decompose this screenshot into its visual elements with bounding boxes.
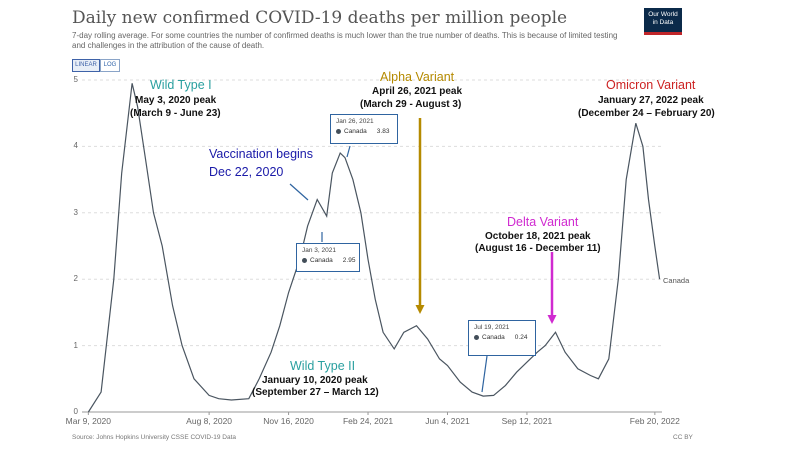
jan26-pointer [346, 145, 351, 158]
alpha-peak: April 26, 2021 peak [372, 86, 463, 97]
tooltip-jan26: Jan 26, 2021 Canada 3.83 [330, 114, 398, 144]
wild1-period: (March 9 - June 23) [130, 108, 221, 119]
omicron-peak: January 27, 2022 peak [598, 95, 704, 106]
omicron-title: Omicron Variant [606, 78, 696, 92]
wild2-title: Wild Type II [290, 359, 356, 373]
delta-title: Delta Variant [507, 215, 579, 229]
vaccination-line1: Vaccination begins [209, 147, 314, 161]
logo-line-2: in Data [652, 19, 674, 26]
series-line-canada[interactable] [87, 83, 661, 413]
delta-peak: October 18, 2021 peak [485, 231, 591, 242]
tooltip-jan26-date: Jan 26, 2021 [336, 118, 374, 125]
chart-title: Daily new confirmed COVID-19 deaths per … [72, 8, 568, 28]
linear-scale-button[interactable]: LINEAR [72, 59, 100, 72]
wild2-peak: January 10, 2020 peak [262, 375, 368, 386]
x-tick-label: Feb 20, 2022 [629, 416, 680, 426]
alpha-period: (March 29 - August 3) [360, 99, 462, 110]
grid [82, 79, 662, 415]
series-label-canada: Canada [663, 276, 690, 285]
tooltip-jan26-country: Canada [344, 128, 367, 135]
tooltip-jan3-value: 2.95 [342, 257, 356, 264]
y-tick-label: 4 [73, 141, 78, 151]
jul19-pointer [481, 355, 488, 393]
chart-subtitle: 7-day rolling average. For some countrie… [72, 31, 618, 50]
tooltip-jan3-country: Canada [310, 257, 333, 264]
x-tick-label: Feb 24, 2021 [342, 416, 394, 426]
series-dot-icon [302, 257, 307, 263]
tooltip-jul19-value: 0.24 [514, 334, 528, 341]
annotation-arrows [289, 118, 557, 393]
y-tick-label: 2 [73, 274, 78, 284]
alpha-arrow-head [415, 305, 425, 314]
omicron-period: (December 24 – February 20) [578, 108, 715, 119]
logo-line-1: Our World [648, 11, 678, 18]
x-tick-label: Nov 16, 2020 [263, 416, 314, 426]
tooltip-jan3: Jan 3, 2021 Canada 2.95 [296, 243, 360, 272]
tooltip-jan26-value: 3.83 [376, 128, 390, 135]
log-scale-button[interactable]: LOG [100, 59, 120, 72]
tooltip-jul19-date: Jul 19, 2021 [474, 324, 510, 331]
y-tick-label: 0 [73, 407, 78, 416]
owid-logo: Our World in Data [644, 8, 682, 35]
y-tick-label: 1 [73, 340, 78, 350]
x-tick-label: Sep 12, 2021 [501, 416, 553, 426]
x-tick-label: Jun 4, 2021 [425, 416, 470, 426]
vaccination-line2: Dec 22, 2020 [209, 165, 284, 179]
x-tick-label: Aug 8, 2020 [186, 416, 233, 426]
tooltip-jan3-date: Jan 3, 2021 [302, 247, 336, 254]
series-dot-icon [336, 128, 341, 134]
delta-arrow-head [547, 315, 557, 324]
vaccination-pointer [289, 183, 309, 201]
x-tick-label: Mar 9, 2020 [65, 416, 112, 426]
wild2-period: (September 27 – March 12) [252, 387, 379, 398]
alpha-title: Alpha Variant [380, 70, 455, 84]
y-tick-label: 5 [73, 75, 78, 84]
series-dot-icon [474, 334, 479, 340]
license-link[interactable]: CC BY [673, 434, 693, 441]
tooltip-jul19-country: Canada [482, 334, 505, 341]
wild1-title: Wild Type I [150, 78, 212, 92]
source-note: Source: Johns Hopkins University CSSE CO… [72, 434, 237, 441]
wild1-peak: May 3, 2020 peak [135, 95, 217, 106]
y-tick-label: 3 [73, 207, 78, 217]
tooltip-jul19: Jul 19, 2021 Canada 0.24 [468, 320, 536, 356]
delta-period: (August 16 - December 11) [475, 243, 601, 254]
